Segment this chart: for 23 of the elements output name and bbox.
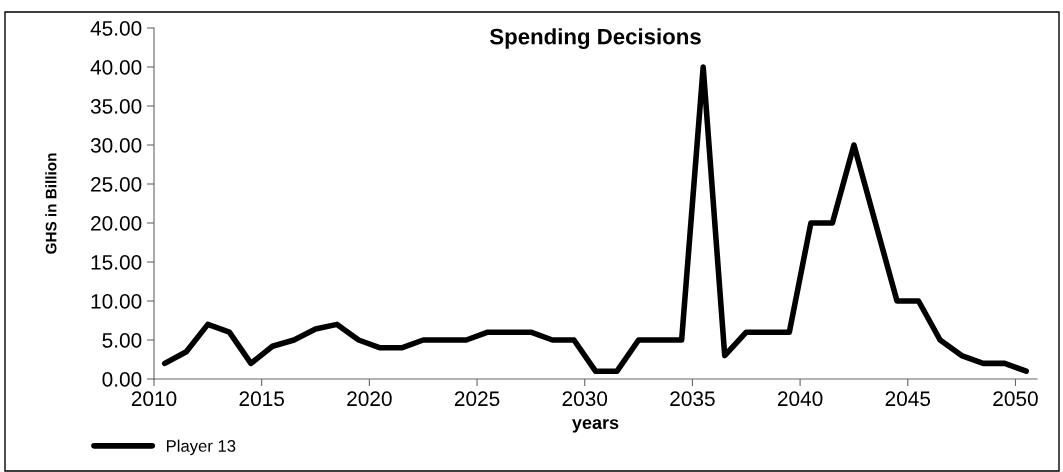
y-tick-label: 45.00 — [90, 21, 142, 36]
x-tick-label: 2035 — [670, 391, 715, 407]
x-tick-label: 2010 — [131, 391, 177, 407]
x-tick-label: 2015 — [239, 391, 284, 407]
y-tick-label: 25.00 — [91, 177, 142, 192]
x-tick-label: 2025 — [454, 391, 500, 407]
x-tick-label: 2020 — [347, 391, 392, 407]
y-tick-label: 35.00 — [90, 99, 142, 114]
y-tick-label: 40.00 — [90, 60, 142, 75]
y-tick-label: 5.00 — [102, 333, 142, 348]
y-axis-title: GHS in Billion — [45, 153, 57, 254]
x-tick-label: 2040 — [777, 391, 823, 407]
x-tick-label: 2030 — [562, 391, 608, 407]
y-tick-label: 20.00 — [91, 216, 142, 231]
x-axis-title: years — [572, 419, 619, 433]
x-tick-label: 2045 — [885, 391, 931, 407]
y-tick-label: 0.00 — [102, 372, 142, 387]
y-tick-label: 10.00 — [91, 294, 142, 309]
x-tick-label: 2050 — [993, 391, 1038, 407]
y-tick-label: 30.00 — [90, 138, 142, 153]
y-tick-label: 15.00 — [91, 255, 142, 270]
legend-label: Player 13 — [166, 439, 236, 456]
chart-title: Spending Decisions — [489, 28, 701, 49]
